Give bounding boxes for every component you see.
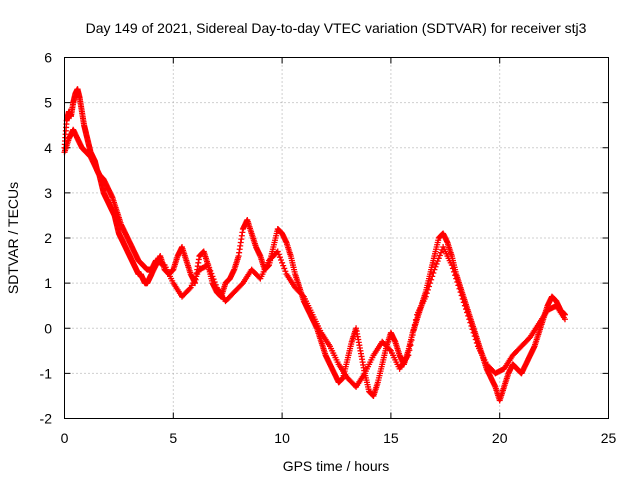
data-point bbox=[211, 278, 218, 285]
data-point bbox=[435, 255, 442, 262]
data-point bbox=[431, 266, 438, 273]
data-point bbox=[274, 248, 281, 255]
y-tick-label: 5 bbox=[44, 95, 52, 111]
data-point bbox=[409, 332, 416, 339]
data-point bbox=[210, 276, 217, 283]
data-point bbox=[208, 270, 215, 277]
data-point bbox=[561, 316, 568, 323]
data-point bbox=[462, 306, 469, 313]
x-tick-label: 0 bbox=[61, 430, 69, 446]
data-point bbox=[473, 339, 480, 346]
data-point bbox=[466, 316, 473, 323]
data-point bbox=[464, 309, 471, 316]
y-axis-label: SDTVAR / TECUs bbox=[5, 182, 21, 294]
series-SDTVAR-b bbox=[61, 126, 568, 390]
data-point bbox=[427, 280, 434, 287]
data-point bbox=[451, 268, 458, 275]
data-point bbox=[454, 278, 461, 285]
data-point bbox=[437, 249, 444, 256]
data-point bbox=[449, 265, 456, 272]
data-point bbox=[469, 326, 476, 333]
data-point bbox=[279, 259, 286, 266]
data-point bbox=[456, 285, 463, 292]
data-point bbox=[411, 321, 418, 328]
data-point bbox=[278, 256, 285, 263]
plot-frame bbox=[64, 57, 609, 419]
data-point bbox=[281, 265, 288, 272]
data-point bbox=[467, 319, 474, 326]
data-point bbox=[424, 286, 431, 293]
data-point bbox=[280, 262, 287, 269]
data-point bbox=[457, 289, 464, 296]
data-point bbox=[209, 273, 216, 280]
data-point bbox=[275, 251, 282, 258]
data-point bbox=[468, 322, 475, 329]
data-point bbox=[455, 282, 462, 289]
x-tick-label: 10 bbox=[274, 430, 290, 446]
data-point bbox=[410, 326, 417, 333]
data-point bbox=[206, 264, 213, 271]
data-point bbox=[423, 290, 430, 297]
y-tick-label: -2 bbox=[40, 411, 53, 427]
data-point bbox=[448, 262, 455, 269]
data-point bbox=[452, 272, 459, 279]
data-point bbox=[436, 252, 443, 259]
data-point bbox=[407, 342, 414, 349]
y-tick-label: 4 bbox=[44, 140, 52, 156]
x-tick-label: 5 bbox=[169, 430, 177, 446]
data-point bbox=[205, 262, 212, 269]
data-point bbox=[471, 333, 478, 340]
y-tick-label: 3 bbox=[44, 185, 52, 201]
x-tick-label: 20 bbox=[492, 430, 508, 446]
x-tick-label: 15 bbox=[383, 430, 399, 446]
data-point bbox=[434, 258, 441, 265]
data-point bbox=[472, 336, 479, 343]
data-point bbox=[425, 283, 432, 290]
data-point bbox=[432, 263, 439, 270]
y-tick-label: -1 bbox=[40, 365, 53, 381]
data-point bbox=[465, 312, 472, 319]
x-axis-label: GPS time / hours bbox=[283, 458, 390, 474]
y-tick-label: 6 bbox=[44, 50, 52, 66]
x-tick-label: 25 bbox=[601, 430, 617, 446]
data-point bbox=[282, 268, 289, 275]
data-point bbox=[458, 292, 465, 299]
data-point bbox=[459, 295, 466, 302]
data-point bbox=[433, 260, 440, 267]
data-point bbox=[405, 352, 412, 359]
data-point bbox=[430, 269, 437, 276]
data-point bbox=[470, 329, 477, 336]
data-point bbox=[276, 254, 283, 261]
data-point bbox=[422, 293, 429, 300]
data-point bbox=[212, 281, 219, 288]
data-point bbox=[453, 275, 460, 282]
y-tick-label: 0 bbox=[44, 320, 52, 336]
chart-title: Day 149 of 2021, Sidereal Day-to-day VTE… bbox=[86, 20, 587, 36]
data-point bbox=[408, 337, 415, 344]
data-point bbox=[412, 316, 419, 323]
y-tick-label: 1 bbox=[44, 275, 52, 291]
series-SDTVAR bbox=[61, 86, 568, 404]
data-point bbox=[207, 267, 214, 274]
data-point bbox=[461, 302, 468, 309]
data-point bbox=[186, 285, 193, 292]
data-point bbox=[386, 346, 393, 353]
y-tick-label: 2 bbox=[44, 230, 52, 246]
data-point bbox=[299, 292, 306, 299]
data-point bbox=[428, 276, 435, 283]
data-point bbox=[429, 273, 436, 280]
data-point bbox=[406, 347, 413, 354]
data-markers bbox=[61, 86, 568, 404]
data-point bbox=[460, 299, 467, 306]
